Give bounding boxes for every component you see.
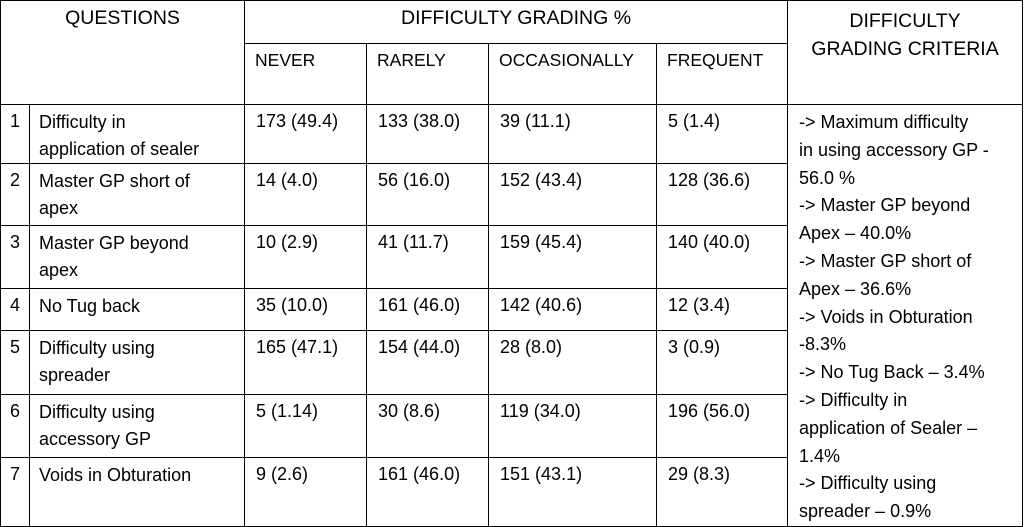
question-cell: Difficulty in application of sealer: [28, 103, 246, 165]
column-header-occasionally: OCCASIONALLY: [488, 43, 658, 105]
table-row: 5 Difficulty using spreader 165 (47.1) 1…: [0, 330, 1023, 395]
table-row: 7 Voids in Obturation 9 (2.6) 161 (46.0)…: [0, 456, 1023, 527]
row-number: 6: [0, 393, 30, 458]
value-rarely: 56 (16.0): [366, 163, 490, 227]
header-row: QUESTIONS DIFFICULTY GRADING % DIFFICULT…: [0, 0, 1024, 105]
value-rarely: 154 (44.0): [366, 330, 490, 395]
value-never: 5 (1.14): [244, 393, 368, 458]
criteria-line: -8.3%: [799, 334, 847, 355]
row-number: 7: [0, 456, 30, 527]
value-rarely: 30 (8.6): [366, 393, 490, 458]
question-line2: spreader: [39, 365, 111, 386]
row-number: 3: [0, 225, 30, 290]
value-rarely: 133 (38.0): [366, 103, 490, 165]
value-frequent: 12 (3.4): [656, 288, 789, 332]
criteria-cell: -> Maximum difficulty in using accessory…: [787, 104, 1024, 527]
value-never: 9 (2.6): [244, 456, 368, 527]
criteria-line: 1.4%: [799, 445, 841, 466]
question-cell: No Tug back: [28, 288, 246, 332]
table-row: 2 Master GP short of apex 14 (4.0) 56 (1…: [0, 163, 1023, 227]
question-cell: Difficulty using accessory GP: [28, 393, 246, 458]
question-line1: Difficulty using: [39, 401, 155, 422]
criteria-line: -> Difficulty in: [799, 389, 908, 410]
table-row: 1 Difficulty in application of sealer 17…: [0, 103, 1024, 527]
value-frequent: 5 (1.4): [656, 103, 789, 165]
question-line2: apex: [39, 260, 79, 281]
criteria-header: DIFFICULTY GRADING CRITERIA: [787, 0, 1024, 105]
value-rarely: 161 (46.0): [366, 288, 490, 332]
criteria-line: -> Difficulty using: [799, 473, 937, 494]
criteria-line: Apex – 40.0%: [799, 223, 912, 244]
row-number: 4: [0, 288, 30, 332]
value-rarely: 161 (46.0): [366, 456, 490, 527]
difficulty-grading-header: DIFFICULTY GRADING %: [244, 0, 789, 44]
criteria-line: -> Master GP beyond: [799, 195, 971, 216]
row-number: 2: [0, 163, 30, 227]
value-occasionally: 28 (8.0): [488, 330, 658, 395]
value-occasionally: 159 (45.4): [488, 225, 658, 290]
question-cell: Difficulty using spreader: [28, 330, 246, 395]
value-rarely: 41 (11.7): [366, 225, 490, 290]
question-line2: accessory GP: [39, 428, 152, 449]
value-frequent: 128 (36.6): [656, 163, 789, 227]
table-row: 6 Difficulty using accessory GP 5 (1.14)…: [0, 393, 1023, 458]
value-frequent: 3 (0.9): [656, 330, 789, 395]
criteria-header-line1: DIFFICULTY: [849, 10, 961, 32]
subheader-row: NEVER RARELY OCCASIONALLY FREQUENT: [1, 43, 1023, 105]
value-never: 14 (4.0): [244, 163, 368, 227]
question-cell: Master GP short of apex: [28, 163, 246, 227]
table-row: 4 No Tug back 35 (10.0) 161 (46.0) 142 (…: [0, 288, 1023, 332]
question-line1: Voids in Obturation: [39, 464, 192, 485]
column-header-rarely: RARELY: [366, 43, 490, 105]
question-line1: Master GP short of: [39, 171, 190, 192]
value-occasionally: 152 (43.4): [488, 163, 658, 227]
criteria-line: in using accessory GP -: [799, 139, 989, 160]
column-header-frequent: FREQUENT: [656, 43, 789, 105]
value-never: 173 (49.4): [244, 103, 368, 165]
value-occasionally: 39 (11.1): [488, 103, 658, 165]
value-frequent: 29 (8.3): [656, 456, 789, 527]
value-occasionally: 142 (40.6): [488, 288, 658, 332]
question-line2: application of sealer: [39, 139, 200, 159]
question-line1: No Tug back: [39, 296, 141, 317]
value-never: 35 (10.0): [244, 288, 368, 332]
value-never: 165 (47.1): [244, 330, 368, 395]
column-header-never: NEVER: [244, 43, 368, 105]
row-number: 1: [0, 103, 30, 165]
criteria-header-line2: GRADING CRITERIA: [811, 38, 999, 60]
row-number: 5: [0, 330, 30, 395]
value-occasionally: 151 (43.1): [488, 456, 658, 527]
question-line2: apex: [39, 198, 79, 219]
question-line1: Difficulty using: [39, 338, 155, 359]
question-cell: Voids in Obturation: [28, 456, 246, 527]
table-row: 3 Master GP beyond apex 10 (2.9) 41 (11.…: [0, 225, 1023, 290]
value-frequent: 196 (56.0): [656, 393, 789, 458]
criteria-line: -> Voids in Obturation: [799, 306, 973, 327]
value-occasionally: 119 (34.0): [488, 393, 658, 458]
criteria-line: 56.0 %: [799, 167, 856, 188]
question-line1: Master GP beyond: [39, 233, 189, 254]
question-cell: Master GP beyond apex: [28, 225, 246, 290]
criteria-line: -> No Tug Back – 3.4%: [799, 362, 985, 383]
criteria-line: application of Sealer –: [799, 417, 978, 438]
question-line1: Difficulty in: [39, 112, 126, 132]
criteria-line: spreader – 0.9%: [799, 501, 932, 522]
criteria-line: -> Maximum difficulty: [799, 112, 969, 132]
value-never: 10 (2.9): [244, 225, 368, 290]
value-frequent: 140 (40.0): [656, 225, 789, 290]
criteria-line: -> Master GP short of: [799, 250, 972, 271]
questions-header: QUESTIONS: [0, 0, 246, 105]
criteria-line: Apex – 36.6%: [799, 278, 912, 299]
